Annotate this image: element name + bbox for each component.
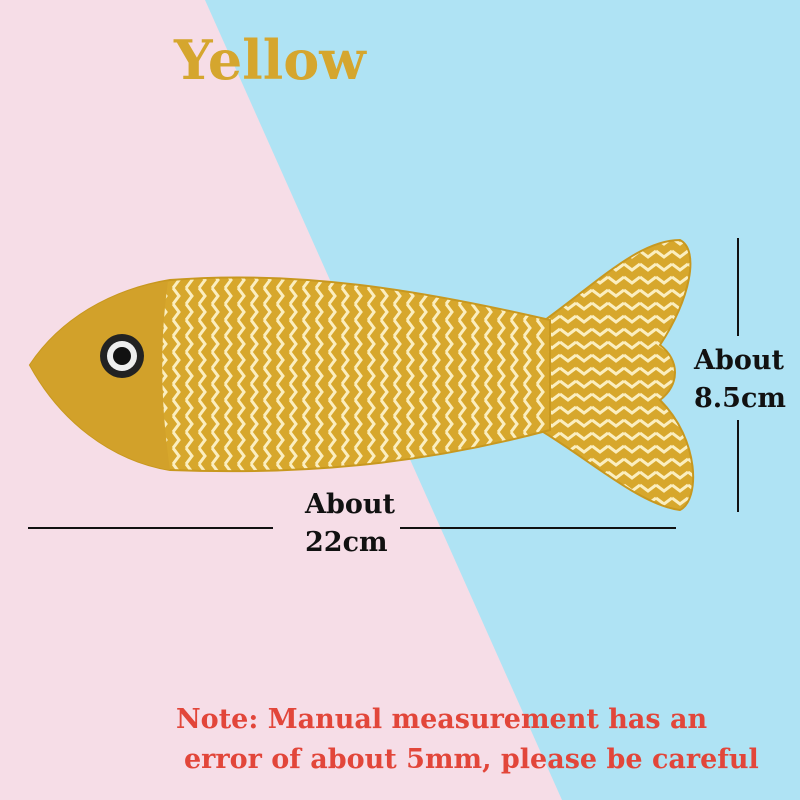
length-label-line2: 22cm <box>305 527 388 558</box>
length-line-right <box>400 527 676 529</box>
measurement-note: Note: Manual measurement has an error of… <box>176 700 759 780</box>
note-line2: error of about 5mm, please be careful <box>184 744 759 775</box>
color-title: Yellow <box>174 28 366 92</box>
height-line-top <box>737 238 739 336</box>
height-label-line1: About <box>694 345 784 376</box>
note-line1: Note: Manual measurement has an <box>176 704 708 735</box>
length-line-left <box>28 527 273 529</box>
fish-toy <box>28 238 695 512</box>
fish-head <box>30 281 170 470</box>
length-label: About 22cm <box>305 486 395 562</box>
height-label-line2: 8.5cm <box>694 383 786 414</box>
height-label: About 8.5cm <box>694 342 786 418</box>
length-label-line1: About <box>305 489 395 520</box>
fish-tail <box>538 238 695 512</box>
height-line-bottom <box>737 420 739 512</box>
